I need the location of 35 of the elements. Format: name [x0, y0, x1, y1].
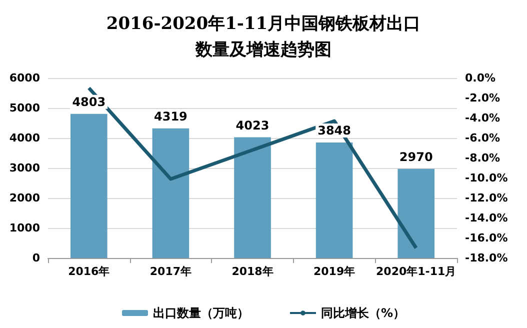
y2-tick-label: -4.0%	[465, 112, 500, 124]
bar	[316, 142, 353, 258]
data-label: 4319	[154, 109, 188, 124]
y-tick-label: 6000	[9, 72, 40, 84]
bar	[234, 137, 271, 258]
x-tick-label: 2018年	[232, 265, 274, 278]
y-tick-label: 3000	[9, 162, 40, 174]
y2-tick-label: -14.0%	[465, 212, 508, 224]
y2-tick-label: -10.0%	[465, 172, 508, 184]
y2-tick-label: 0.0%	[465, 72, 496, 84]
data-label: 3848	[318, 124, 352, 138]
y-tick-label: 4000	[9, 132, 40, 144]
bar	[70, 114, 108, 258]
legend-label: 出口数量（万吨）	[152, 306, 249, 320]
y-tick-label: 1000	[9, 222, 40, 234]
y2-tick-label: -16.0%	[465, 232, 508, 244]
y2-tick-label: -12.0%	[465, 192, 508, 204]
data-label: 4023	[236, 118, 270, 132]
legend-label: 同比增长（%）	[320, 306, 406, 320]
x-tick-label: 2016年	[68, 265, 110, 278]
bar	[398, 168, 435, 258]
y-tick-label: 5000	[9, 102, 40, 114]
y-tick-label: 0	[32, 252, 40, 264]
y-tick-label: 2000	[9, 192, 40, 204]
y2-tick-label: -2.0%	[465, 92, 500, 104]
bar	[152, 128, 190, 258]
data-label: 2970	[399, 150, 433, 164]
data-label: 4803	[72, 94, 106, 109]
y2-tick-label: -18.0%	[465, 252, 508, 264]
y2-tick-label: -8.0%	[465, 152, 500, 164]
x-tick-label: 2019年	[313, 265, 356, 278]
chart-title: 2016-2020年1-11月中国钢铁板材出口数量及增速趋势图	[106, 14, 421, 60]
x-tick-label: 2017年	[150, 265, 192, 278]
y2-tick-label: -6.0%	[465, 132, 500, 144]
x-tick-label: 2020年1-11月	[376, 265, 456, 278]
